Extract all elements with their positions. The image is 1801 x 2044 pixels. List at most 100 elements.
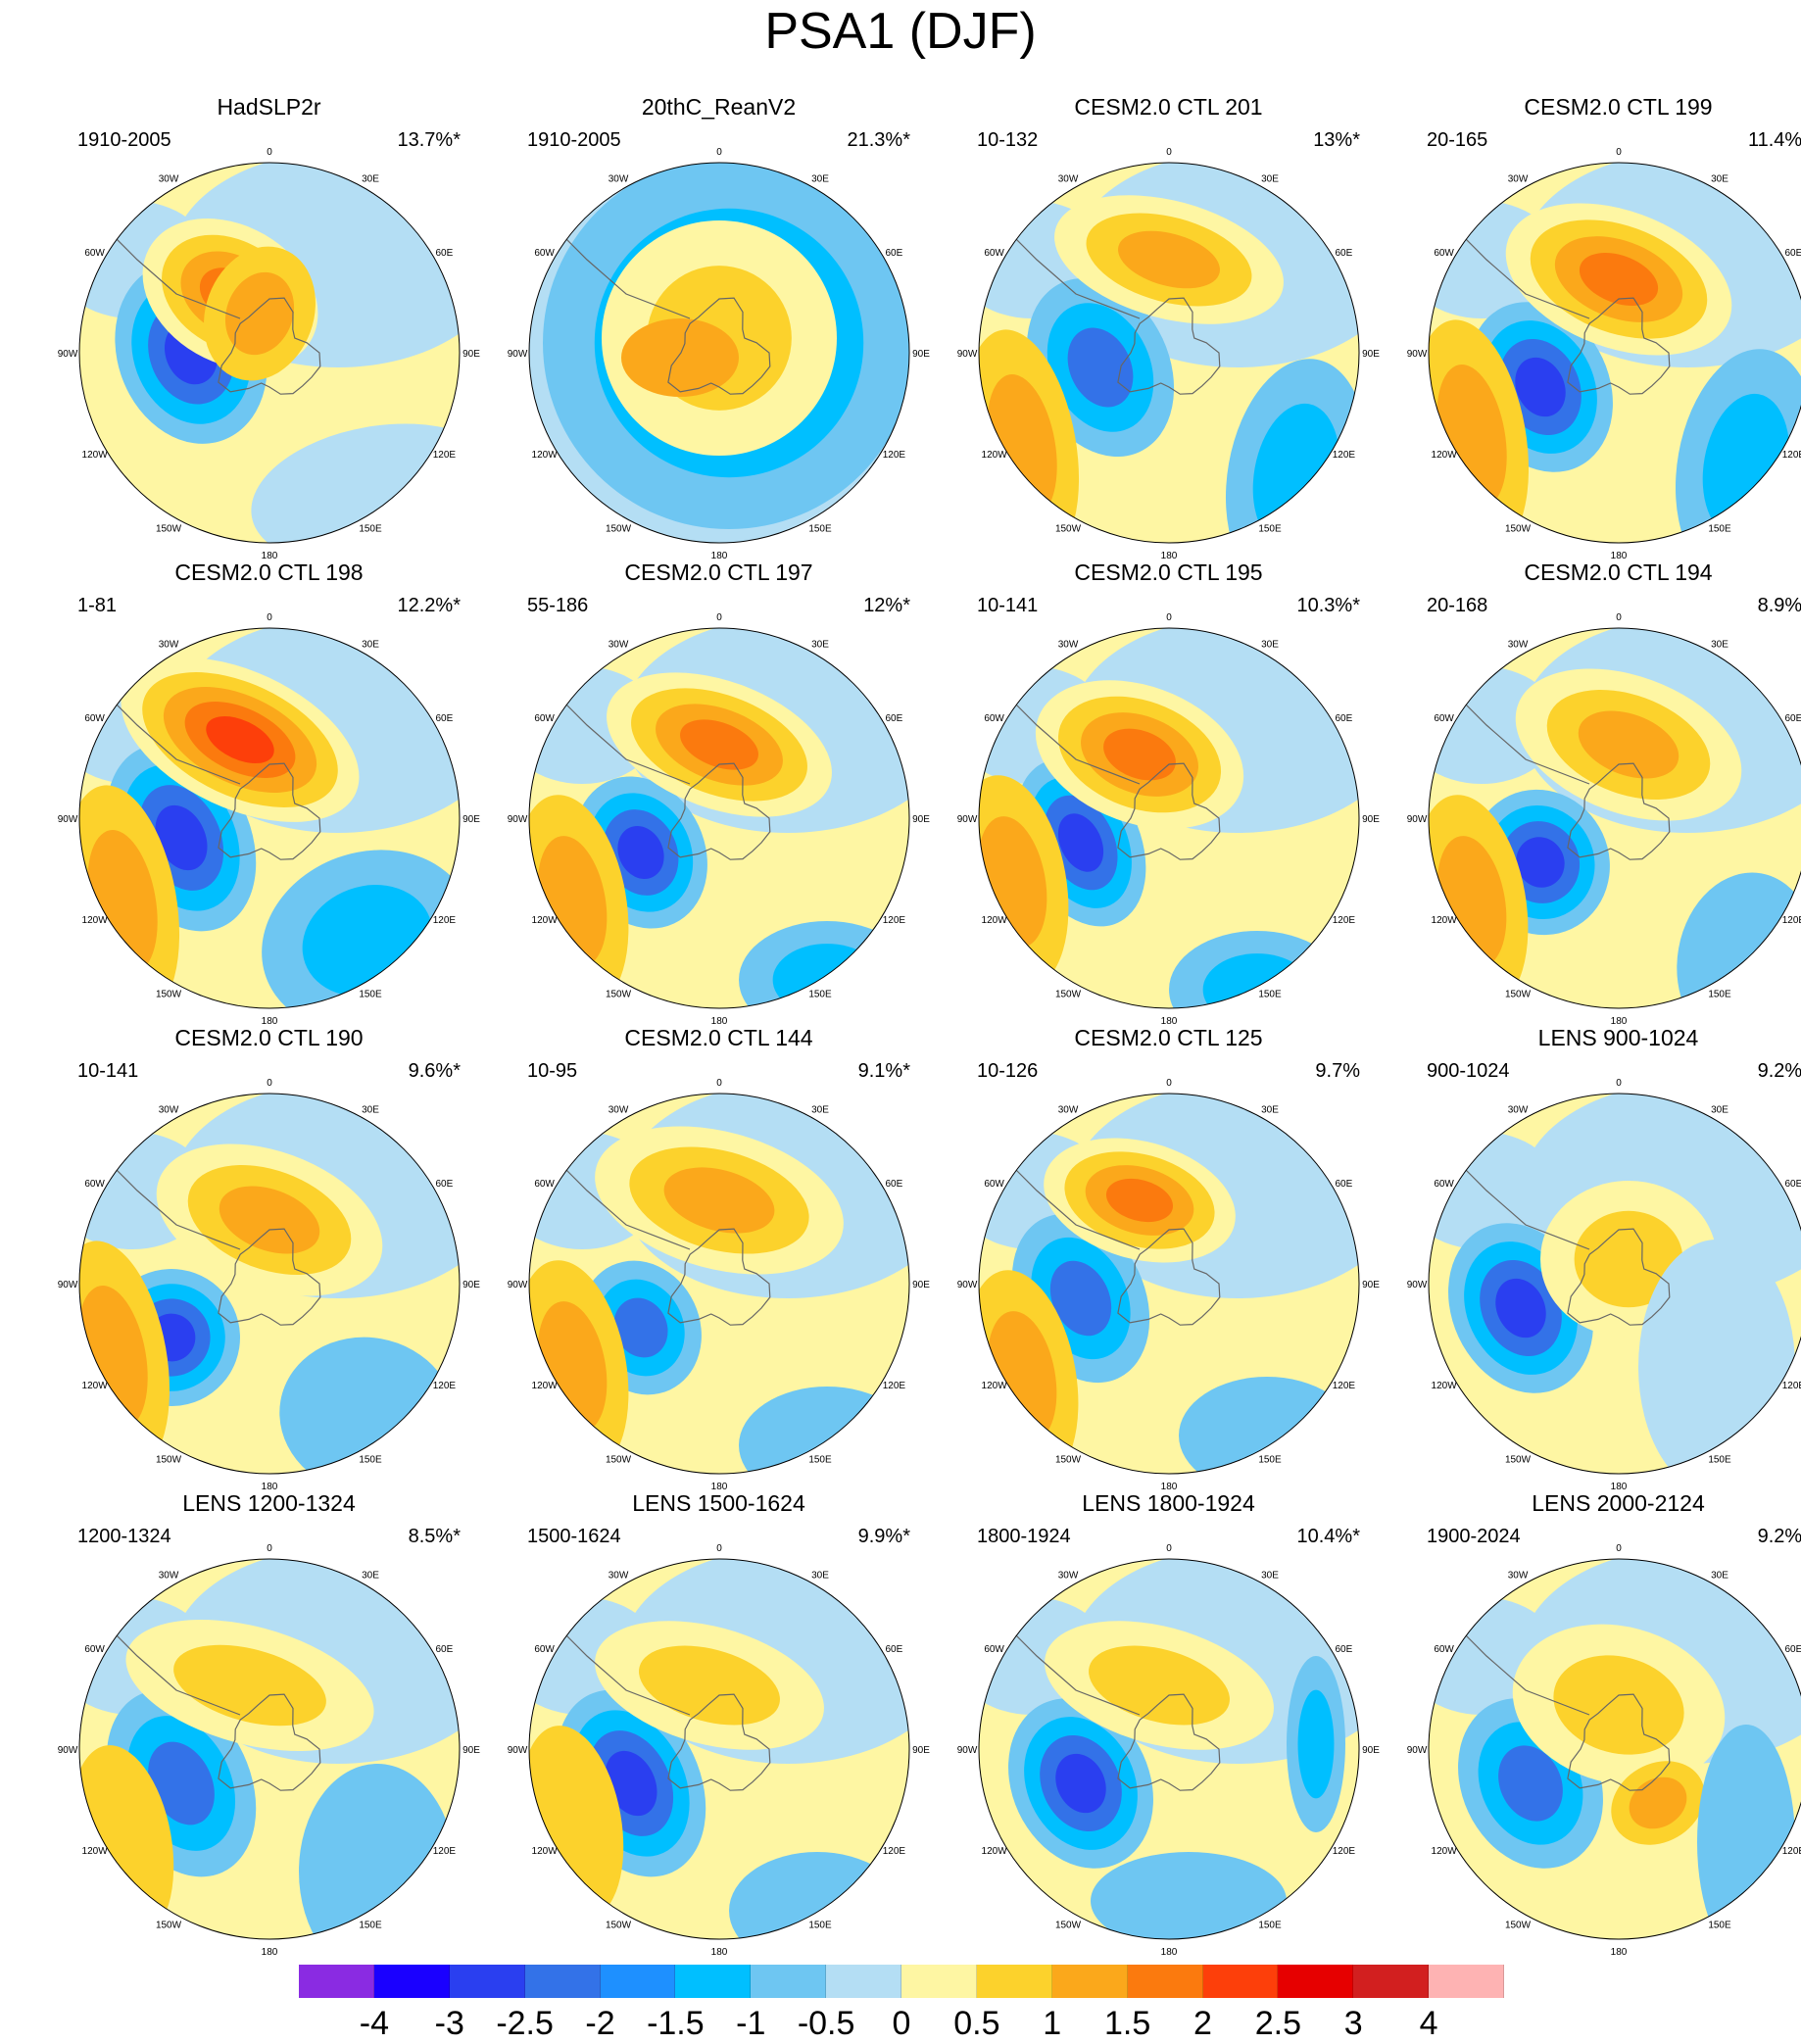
longitude-label: 60W [984, 248, 1004, 259]
longitude-label: 60E [436, 248, 454, 259]
panel-period: 10-132 [977, 129, 1039, 151]
longitude-label: 30E [362, 174, 379, 185]
antarctica-coastline [667, 297, 771, 395]
longitude-label: 180 [1161, 1016, 1178, 1027]
longitude-label: 150E [1708, 989, 1731, 999]
field-contour [772, 944, 882, 1008]
panel-period: 10-95 [527, 1060, 578, 1082]
legend-tick-label: -4 [359, 2005, 389, 2042]
longitude-label: 60W [84, 248, 105, 259]
panel-title: CESM2.0 CTL 144 [624, 1025, 813, 1050]
legend-color-box [299, 1965, 374, 1998]
legend-color-box [1429, 1965, 1504, 1998]
antarctica-coastline [667, 1228, 771, 1326]
field-contour [1105, 1178, 1174, 1223]
panel-period: 10-141 [77, 1060, 139, 1082]
field-contour [729, 1852, 905, 1939]
panel-title: CESM2.0 CTL 198 [174, 560, 364, 585]
longitude-label: 30W [1508, 174, 1529, 185]
panel-title: LENS 1500-1624 [632, 1490, 805, 1516]
panel-variance: 8.9%* [1757, 595, 1801, 616]
longitude-label: 150W [1055, 523, 1082, 534]
longitude-label: 30E [362, 1571, 379, 1582]
longitude-label: 150W [606, 1920, 632, 1930]
legend-tick-label: -1.5 [647, 2005, 705, 2042]
longitude-label: 150E [808, 1920, 832, 1930]
map-panel: CESM2.0 CTL 19920-16511.4%*030E60E90E120… [1393, 93, 1801, 561]
map-panel: LENS 1800-1924 1800-1924 10.4%* 0 30E 60E 90E 1… [944, 1489, 1393, 1958]
map-panel: LENS 900-1024900-10249.2%*030E60E90E120E… [1393, 1024, 1801, 1492]
longitude-label: 150W [156, 989, 182, 999]
longitude-label: 30W [608, 174, 629, 185]
longitude-label: 30E [1261, 174, 1279, 185]
map-border [528, 1093, 910, 1475]
longitude-label: 120W [82, 450, 109, 461]
longitude-label: 150E [1708, 1454, 1731, 1465]
longitude-label: 90E [912, 1745, 930, 1756]
antarctica-coastline [1567, 297, 1671, 395]
longitude-label: 30E [1261, 640, 1279, 651]
longitude-label: 60W [534, 1179, 555, 1190]
field-contour [1515, 357, 1566, 417]
south-america-coastline [1006, 1160, 1141, 1250]
longitude-label: 180 [1161, 1947, 1178, 1958]
longitude-label: 150W [1505, 1454, 1532, 1465]
longitude-label: 0 [267, 1543, 272, 1554]
legend-color-box [1278, 1965, 1354, 1998]
longitude-label: 0 [1616, 612, 1622, 623]
longitude-label: 120E [1333, 1381, 1356, 1391]
longitude-label: 180 [711, 1947, 728, 1958]
longitude-label: 0 [267, 1078, 272, 1089]
panel-title: CESM2.0 CTL 125 [1074, 1025, 1263, 1050]
south-america-coastline [557, 1160, 691, 1250]
longitude-label: 180 [1161, 551, 1178, 561]
longitude-label: 180 [711, 1016, 728, 1027]
map-panel: CESM2.0 CTL 201 10-132 13%* 0 30E 60E 90E 120E 1… [944, 93, 1393, 561]
longitude-label: 150E [359, 523, 382, 534]
panel-variance: 12%* [863, 595, 910, 616]
longitude-label: 0 [1166, 1543, 1172, 1554]
longitude-label: 90W [58, 814, 78, 825]
field-contour [1091, 1852, 1287, 1939]
longitude-label: 30W [159, 1105, 179, 1116]
longitude-label: 90W [58, 1280, 78, 1290]
map-panel: CESM2.0 CTL 144 10-95 9.1%* 0 30E 60E 90E 120E 1… [494, 1024, 944, 1492]
longitude-label: 180 [262, 1947, 278, 1958]
longitude-label: 90W [508, 349, 528, 360]
panel-variance: 9.2%* [1757, 1060, 1801, 1082]
longitude-label: 90E [462, 814, 480, 825]
legend-color-box [1127, 1965, 1203, 1998]
panel-variance: 10.4%* [1296, 1526, 1361, 1547]
longitude-label: 180 [711, 1482, 728, 1492]
longitude-label: 0 [1616, 1543, 1622, 1554]
legend-color-box [373, 1965, 450, 1998]
panel-title: LENS 1200-1324 [182, 1490, 356, 1516]
panel-title: LENS 2000-2124 [1532, 1490, 1705, 1516]
longitude-label: 60E [886, 248, 903, 259]
map-border [978, 162, 1360, 544]
longitude-label: 120E [883, 450, 906, 461]
antarctica-coastline [1117, 297, 1221, 395]
longitude-label: 90W [957, 1280, 978, 1290]
longitude-label: 150E [359, 1454, 382, 1465]
legend-tick-label: 4 [1419, 2005, 1438, 2042]
longitude-label: 0 [1166, 612, 1172, 623]
longitude-label: 60E [886, 1644, 903, 1655]
field-contour [639, 1645, 780, 1726]
longitude-label: 60E [1336, 1644, 1353, 1655]
longitude-label: 60E [1785, 1644, 1801, 1655]
map-border [1428, 1093, 1801, 1475]
longitude-label: 120W [82, 1846, 109, 1857]
longitude-label: 90E [462, 1280, 480, 1290]
longitude-label: 0 [1616, 147, 1622, 158]
antarctica-coastline [218, 1693, 321, 1791]
longitude-label: 120E [1782, 915, 1801, 926]
panel-title: CESM2.0 CTL 201 [1074, 94, 1263, 120]
map-border [978, 627, 1360, 1009]
